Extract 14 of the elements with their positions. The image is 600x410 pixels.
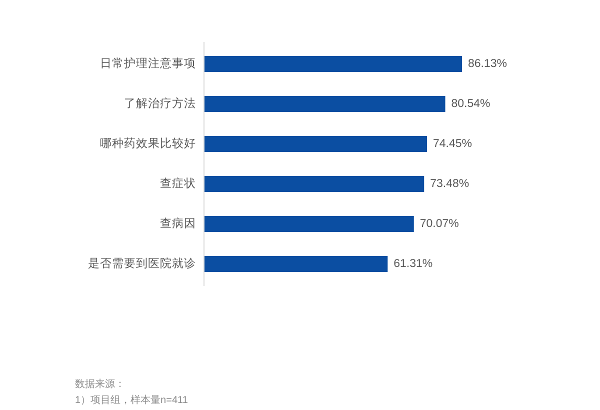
- y-tick-label: 查病因: [160, 217, 196, 230]
- y-tick-label: 日常护理注意事项: [100, 56, 196, 70]
- y-tick-label: 查症状: [160, 176, 196, 190]
- data-label: 86.13%: [468, 58, 508, 70]
- y-tick-label: 了解治疗方法: [124, 96, 196, 110]
- data-label: 70.07%: [420, 218, 459, 230]
- annotation: 数据来源：: [75, 379, 125, 390]
- data-label: 61.31%: [394, 258, 433, 270]
- data-label: 74.45%: [433, 138, 472, 150]
- data-label: 80.54%: [451, 98, 490, 110]
- y-tick-label: 是否需要到医院就诊: [88, 256, 196, 270]
- annotation: 1）项目组，样本量n=411: [75, 395, 188, 406]
- y-tick-label: 哪种药效果比较好: [100, 137, 196, 150]
- data-label: 73.48%: [430, 178, 470, 190]
